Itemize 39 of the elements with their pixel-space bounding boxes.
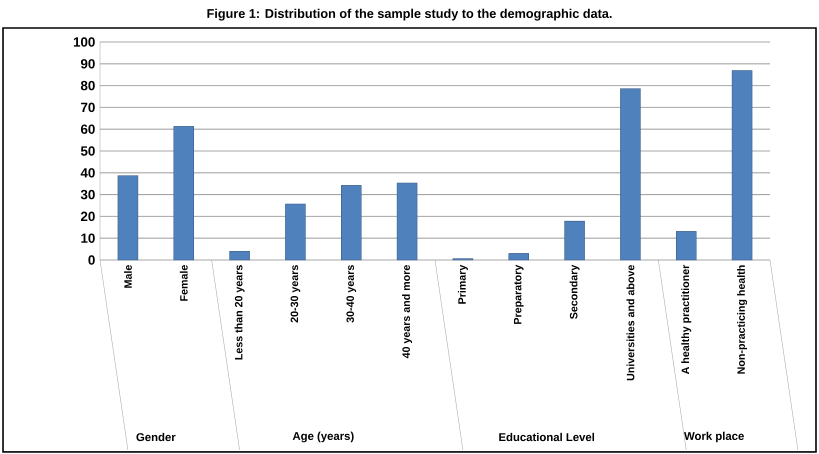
- y-tick-label: 80: [80, 80, 95, 90]
- text: Work place: [684, 432, 744, 442]
- x-tick-label: Non-practicing health: [737, 265, 748, 374]
- x-tick-label: 30-40 years: [346, 265, 356, 323]
- bar: [620, 88, 641, 260]
- y-tick-label: 20: [80, 212, 95, 222]
- bar: [564, 220, 585, 260]
- bar: [173, 126, 194, 260]
- x-tick-label: 20-30 years: [290, 265, 300, 322]
- text: Age (years): [292, 432, 354, 442]
- text: Gender: [136, 432, 176, 442]
- bar: [676, 231, 697, 260]
- y-tick-label: 40: [80, 168, 95, 178]
- x-tick-label: Secondary: [570, 264, 580, 319]
- bar: [340, 185, 362, 260]
- bar: [118, 175, 138, 260]
- x-tick-label: Female: [180, 265, 188, 301]
- bar: [508, 253, 530, 260]
- text: Educational Level: [499, 432, 594, 442]
- bar: [732, 70, 752, 260]
- y-tick-label: 30: [80, 190, 95, 200]
- x-tick-label: Primary: [458, 264, 468, 304]
- y-tick-label: 50: [80, 146, 95, 156]
- bar: [229, 251, 250, 260]
- y-tick-label: 90: [80, 59, 95, 69]
- y-tick-label: 100: [74, 37, 95, 47]
- x-tick-label: Universities and above: [626, 265, 634, 380]
- x-tick-label: Male: [124, 265, 132, 288]
- x-tick-label: 40 years and more: [402, 265, 412, 358]
- y-tick-label: 0: [88, 255, 95, 265]
- x-tick-label: Less than 20 years: [234, 265, 245, 360]
- chart-title: Figure 1: Distribution of the sample study to the demographic data.: [207, 8, 612, 21]
- x-tick-label: Preparatory: [514, 264, 524, 324]
- y-tick-label: 10: [81, 233, 95, 243]
- y-tick-label: 60: [80, 124, 95, 134]
- x-tick-label: A healthy practitioner: [681, 264, 692, 374]
- bar: [285, 204, 306, 260]
- y-tick-label: 70: [81, 102, 95, 112]
- bar: [396, 182, 418, 260]
